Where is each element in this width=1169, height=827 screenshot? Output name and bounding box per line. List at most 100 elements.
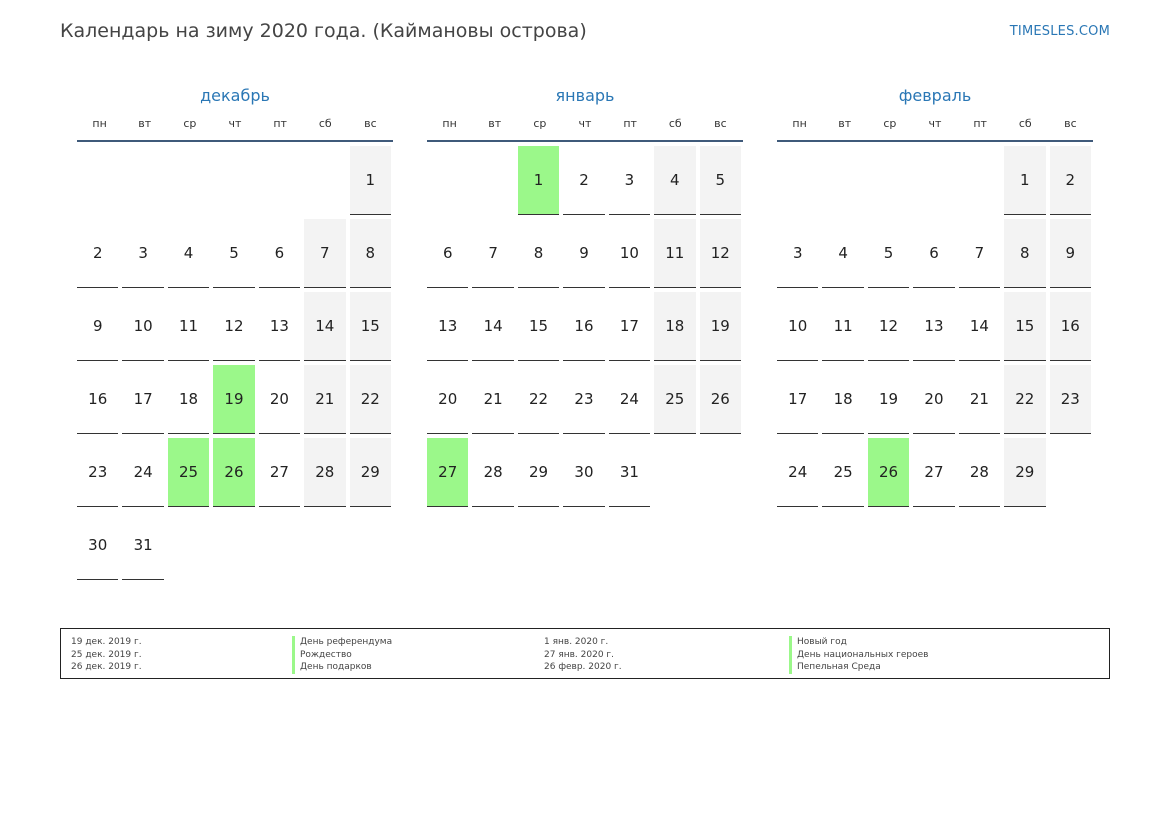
days-grid: 1 2 3 4 5 6 7 8 9 10 11 12 13 14 15 16 17 18 19 20 21 22 23 24 2… xyxy=(427,146,743,507)
weekday-label: сб xyxy=(668,117,682,130)
day-cell: 17 xyxy=(777,365,819,434)
weekday-label: чт xyxy=(928,117,942,130)
day-cell: 31 xyxy=(122,511,164,580)
holiday-dates-col-1: 19 дек. 2019 г. 25 дек. 2019 г. 26 дек. … xyxy=(71,636,142,674)
day-cell: 6 xyxy=(913,219,955,288)
day-cell: 24 xyxy=(608,365,651,434)
day-cell: 1 xyxy=(1004,146,1046,215)
day-cell: 8 xyxy=(1004,219,1046,288)
weekday-label: чт xyxy=(578,117,592,130)
day-cell: 14 xyxy=(958,292,1001,361)
day-cell: 21 xyxy=(304,365,346,434)
day-cell: 24 xyxy=(122,438,164,507)
day-cell: 4 xyxy=(167,219,210,288)
month-name: февраль xyxy=(898,86,972,105)
day-cell: 18 xyxy=(654,292,696,361)
day-cell: 29 xyxy=(1004,438,1046,507)
day-cell: 13 xyxy=(258,292,301,361)
month-name: январь xyxy=(555,86,615,105)
holiday-date: 19 дек. 2019 г. xyxy=(71,637,142,647)
day-cell: 28 xyxy=(472,438,514,507)
day-cell: 27 xyxy=(913,438,955,507)
day-cell: 17 xyxy=(122,365,164,434)
empty-cell xyxy=(913,146,954,215)
day-cell: 1 xyxy=(349,146,391,215)
empty-cell xyxy=(472,146,513,215)
day-cell: 5 xyxy=(867,219,910,288)
weekday-label: пн xyxy=(792,117,807,130)
day-cell: 7 xyxy=(304,219,346,288)
holiday-name: День референдума xyxy=(292,636,392,649)
day-cell: 6 xyxy=(427,219,469,288)
empty-cell xyxy=(427,146,468,215)
weekday-header: пн вт ср чт пт сб вс xyxy=(777,118,1093,142)
holiday-date: 26 февр. 2020 г. xyxy=(544,662,622,672)
day-cell: 2 xyxy=(77,219,119,288)
day-cell: 9 xyxy=(77,292,119,361)
day-cell: 28 xyxy=(304,438,346,507)
empty-cell xyxy=(77,146,118,215)
holiday-dates-col-2: 1 янв. 2020 г. 27 янв. 2020 г. 26 февр. … xyxy=(544,636,622,674)
day-cell: 27 xyxy=(258,438,301,507)
day-cell: 25 xyxy=(822,438,864,507)
day-cell: 21 xyxy=(958,365,1001,434)
holiday-names-col-1: День референдума Рождество День подарков xyxy=(292,636,392,674)
day-cell: 20 xyxy=(913,365,955,434)
holiday-date: 26 дек. 2019 г. xyxy=(71,662,142,672)
day-cell: 11 xyxy=(167,292,210,361)
day-cell: 3 xyxy=(122,219,164,288)
weekday-label: пн xyxy=(92,117,107,130)
day-cell: 29 xyxy=(349,438,391,507)
day-cell: 19 xyxy=(699,292,741,361)
weekday-label: ср xyxy=(183,117,197,130)
weekday-label: сб xyxy=(318,117,332,130)
day-cell: 22 xyxy=(1004,365,1046,434)
holiday-date: 27 янв. 2020 г. xyxy=(544,649,614,660)
day-cell: 11 xyxy=(654,219,696,288)
day-cell: 15 xyxy=(517,292,560,361)
weekday-label: чт xyxy=(228,117,242,130)
holiday-names-col-2: Новый год День национальных героев Пепел… xyxy=(789,636,928,674)
day-cell: 15 xyxy=(349,292,391,361)
day-cell: 4 xyxy=(654,146,696,215)
day-cell: 12 xyxy=(213,292,255,361)
day-cell: 9 xyxy=(1049,219,1091,288)
holidays-legend: 19 дек. 2019 г. 25 дек. 2019 г. 26 дек. … xyxy=(60,628,1110,679)
day-cell: 31 xyxy=(608,438,651,507)
month-february: февраль пн вт ср чт пт сб вс 1 2 3 4 5 6 7 8 9 10 11 12 13… xyxy=(777,84,1093,507)
day-cell: 9 xyxy=(563,219,605,288)
site-link[interactable]: TIMESLES.COM xyxy=(1009,24,1110,39)
day-cell: 10 xyxy=(122,292,164,361)
page-title: Календарь на зиму 2020 года. (Каймановы … xyxy=(60,20,587,42)
day-cell: 26 xyxy=(867,438,910,507)
day-cell: 20 xyxy=(427,365,469,434)
day-cell: 23 xyxy=(563,365,605,434)
day-cell: 16 xyxy=(1049,292,1091,361)
day-cell: 21 xyxy=(472,365,514,434)
day-cell: 29 xyxy=(517,438,560,507)
weekday-label: ср xyxy=(533,117,547,130)
weekday-label: вс xyxy=(364,117,377,130)
day-cell: 3 xyxy=(608,146,651,215)
day-cell: 23 xyxy=(77,438,119,507)
day-cell: 10 xyxy=(777,292,819,361)
weekday-label: сб xyxy=(1018,117,1032,130)
day-cell: 8 xyxy=(349,219,391,288)
empty-cell xyxy=(213,146,254,215)
day-cell: 26 xyxy=(699,365,741,434)
day-cell: 7 xyxy=(472,219,514,288)
day-cell: 12 xyxy=(867,292,910,361)
day-cell: 28 xyxy=(958,438,1001,507)
day-cell: 5 xyxy=(699,146,741,215)
holiday-name: Рождество xyxy=(292,648,392,661)
holiday-name: День национальных героев xyxy=(789,648,928,661)
empty-cell xyxy=(959,146,1000,215)
weekday-label: пт xyxy=(973,117,987,130)
empty-cell xyxy=(777,146,818,215)
day-cell: 22 xyxy=(349,365,391,434)
day-cell: 2 xyxy=(563,146,605,215)
day-cell: 11 xyxy=(822,292,864,361)
day-cell: 22 xyxy=(517,365,560,434)
empty-cell xyxy=(122,146,163,215)
weekday-header: пн вт ср чт пт сб вс xyxy=(427,118,743,142)
